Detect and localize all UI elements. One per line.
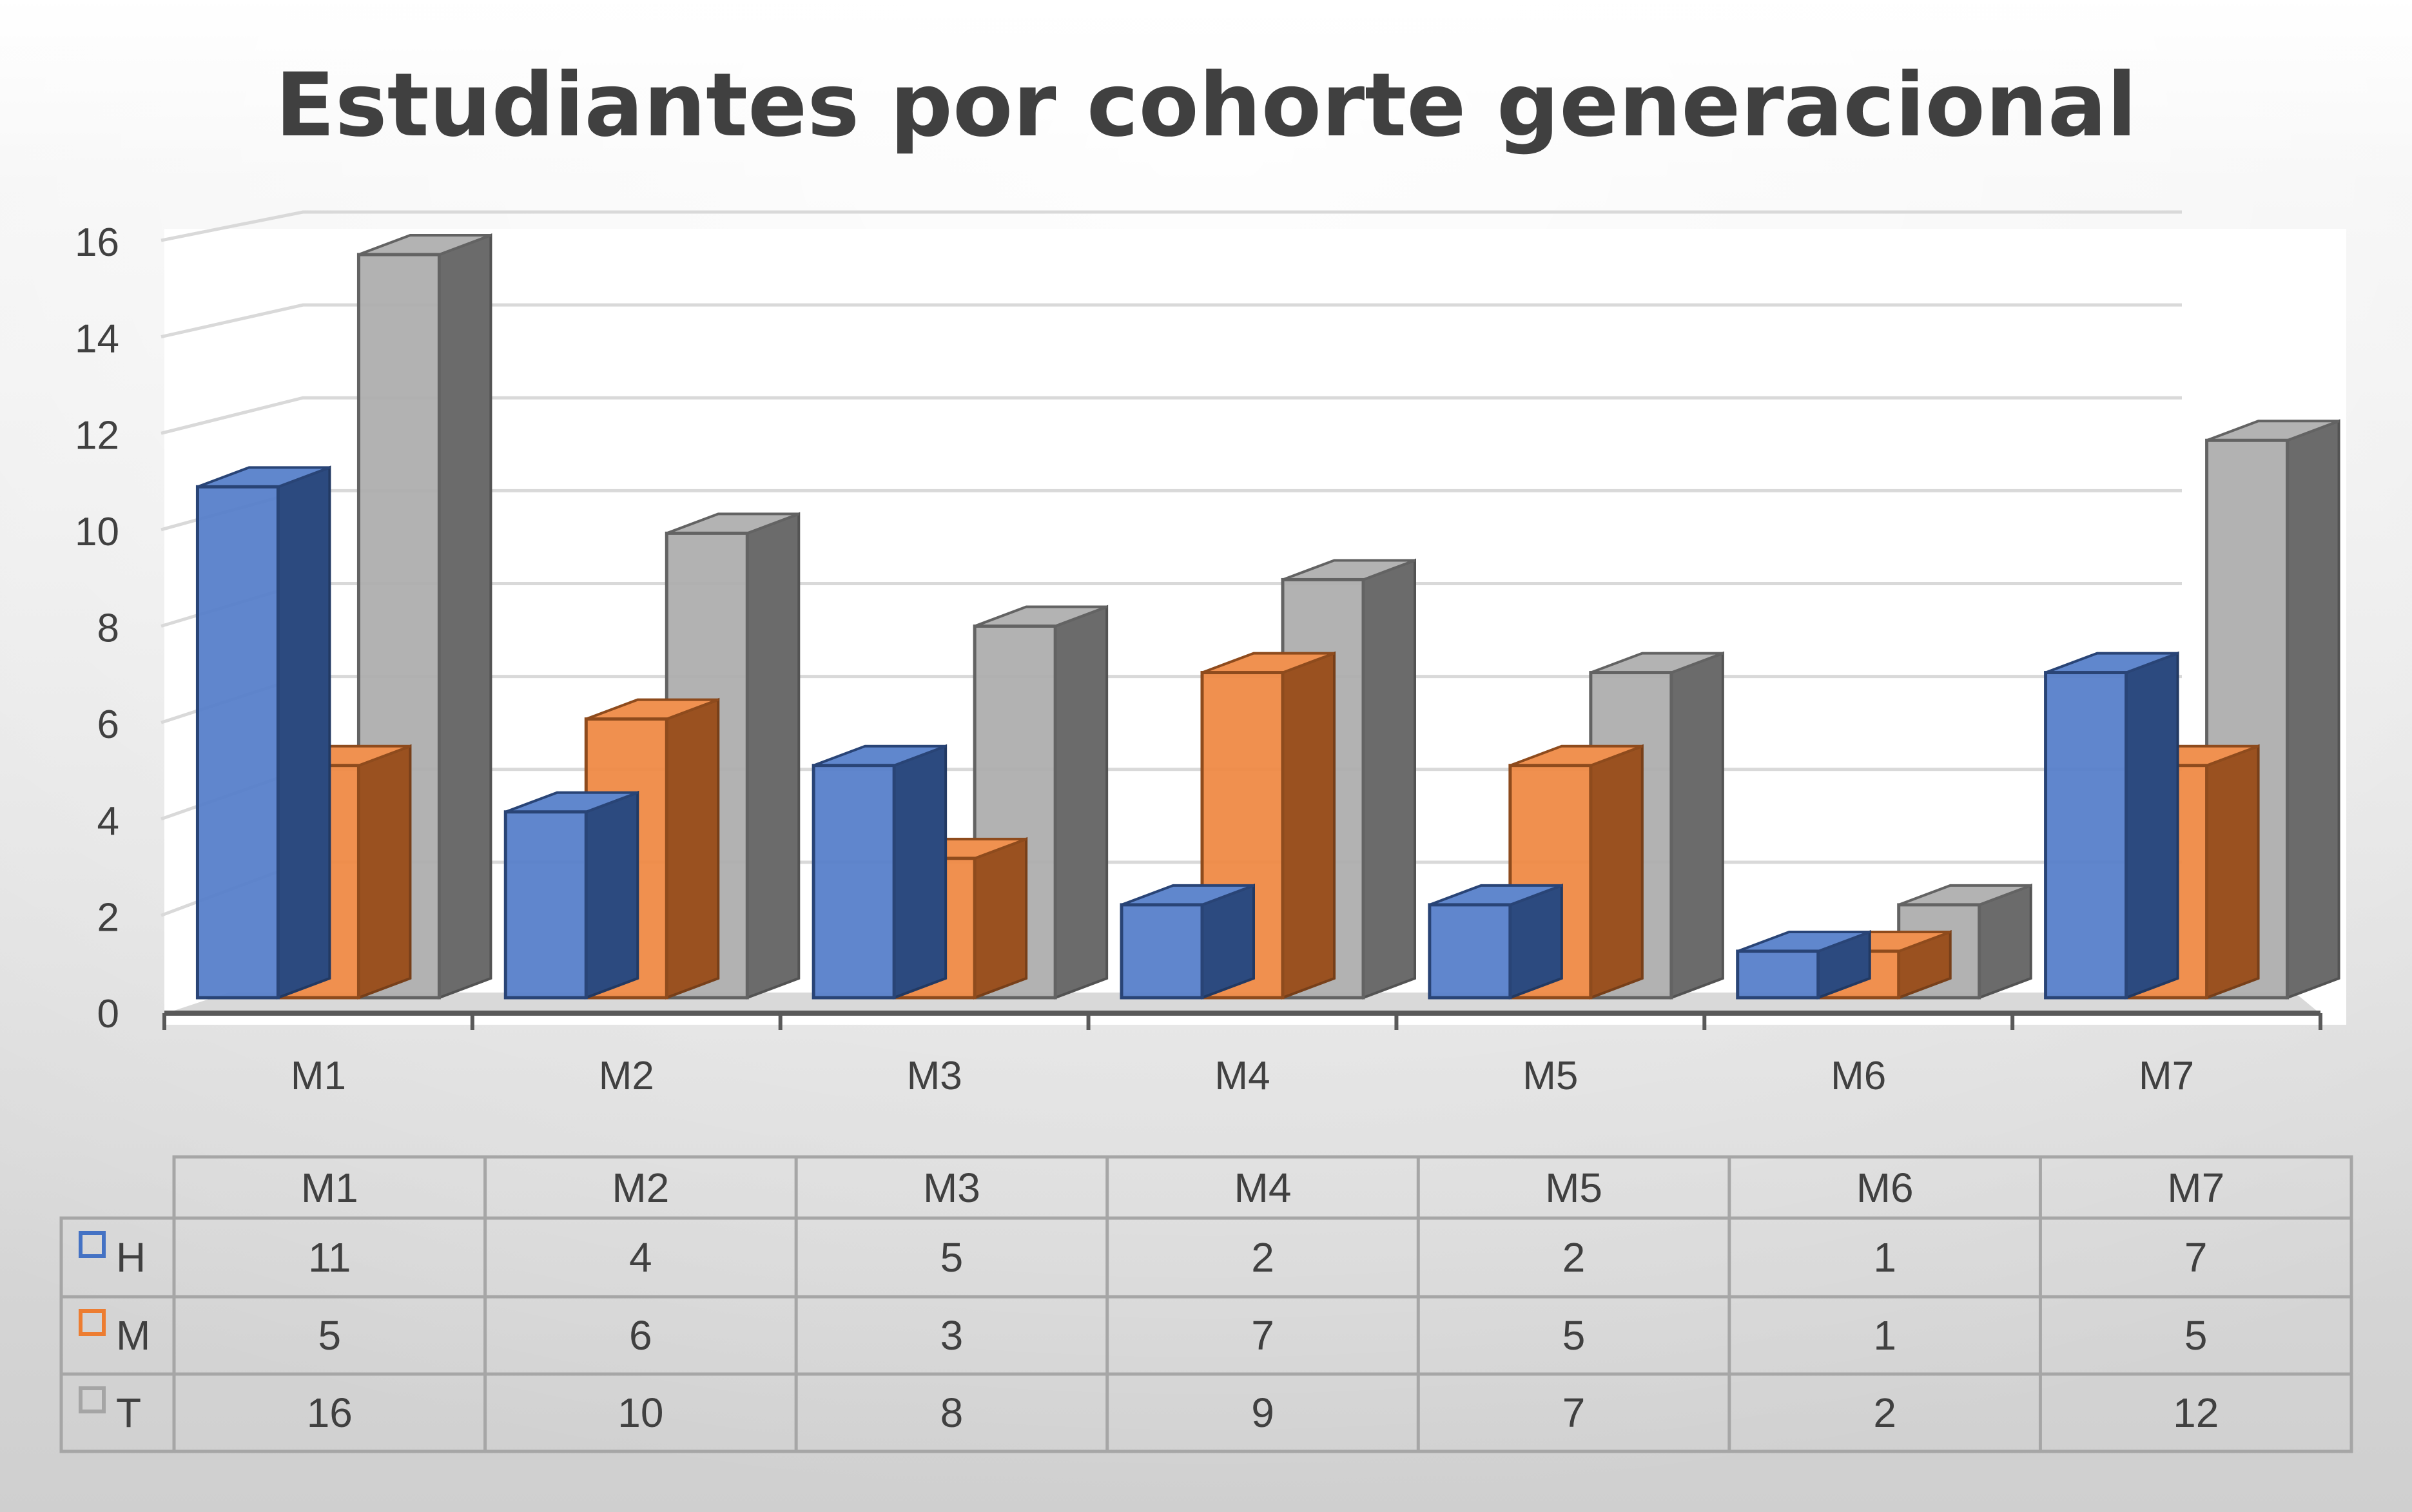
- table-value-cell: 6: [629, 1312, 652, 1359]
- y-tick-label: 4: [97, 799, 119, 844]
- bar-front-face: [1428, 903, 1512, 1000]
- y-tick-label: 12: [75, 413, 119, 458]
- bar-side-face: [665, 697, 720, 1000]
- legend-key-T: [79, 1386, 106, 1413]
- bar-side-face: [277, 465, 331, 1000]
- bar-front-face: [1120, 903, 1204, 1000]
- gridline: [160, 396, 2182, 435]
- bar-side-face: [1281, 651, 1336, 1000]
- table-value-cell: 4: [629, 1234, 652, 1281]
- legend-label-T: T: [116, 1390, 141, 1436]
- table-value-cell: 5: [940, 1234, 964, 1281]
- table-value-cell: 7: [2184, 1234, 2208, 1281]
- y-tick-label: 14: [75, 317, 119, 362]
- y-tick-label: 0: [97, 992, 119, 1036]
- data-table: M1 M2 M3 M4 M5 M6 M7H 11 4 5 2 2 1 7M 5 6 3 7 5 1 5T 16 10 8 9 7 2…: [59, 1155, 2353, 1453]
- table-value-cell: 16: [307, 1390, 353, 1436]
- bar-front-face: [503, 810, 588, 1000]
- chart-title: Estudiantes por cohorte generacional: [275, 55, 2137, 157]
- table-value-cell: 2: [1251, 1234, 1274, 1281]
- y-tick-label: 2: [97, 895, 119, 940]
- x-category-label: M2: [599, 1054, 654, 1098]
- bar-front-face: [1736, 949, 1820, 1000]
- table-header-cell: M6: [1856, 1165, 1914, 1211]
- x-category-label: M7: [2139, 1054, 2194, 1098]
- bar-side-face: [585, 790, 639, 1000]
- bar-side-face: [973, 837, 1028, 1000]
- bar-H-M2: [503, 790, 639, 1000]
- table-header-cell: M5: [1545, 1165, 1602, 1211]
- bar-side-face: [2205, 744, 2260, 1000]
- table-value-cell: 10: [618, 1390, 663, 1436]
- table-value-cell: 3: [940, 1312, 964, 1359]
- y-tick-label: 10: [75, 510, 119, 554]
- plot-layer: 0 2 4 6 8 10 12 14 16 M1 M2 M3 M4 M5 M6 M7: [75, 210, 2346, 1098]
- bar-H-M4: [1120, 883, 1255, 1000]
- x-category-label: M1: [291, 1054, 346, 1098]
- table-value-cell: 9: [1251, 1390, 1274, 1436]
- bar-side-face: [1589, 744, 1644, 1000]
- y-tick-label: 6: [97, 703, 119, 747]
- x-category-label: M5: [1522, 1054, 1578, 1098]
- table-value-cell: 2: [1873, 1390, 1896, 1436]
- table-value-cell: 2: [1562, 1234, 1586, 1281]
- gridline: [160, 210, 2182, 242]
- table-header-cell: M1: [301, 1165, 358, 1211]
- table-value-cell: 7: [1562, 1390, 1586, 1436]
- table-value-cell: 5: [318, 1312, 341, 1359]
- x-category-label: M3: [907, 1054, 962, 1098]
- gridline: [160, 303, 2182, 339]
- bar-side-face: [746, 512, 801, 1000]
- table-value-cell: 12: [2173, 1390, 2219, 1436]
- bar-side-face: [2125, 651, 2179, 1000]
- bar-front-face: [2044, 671, 2128, 1000]
- legend-label-M: M: [116, 1312, 150, 1359]
- table-value-cell: 11: [308, 1234, 351, 1281]
- bar-side-face: [2286, 419, 2340, 1000]
- bar-front-face: [195, 485, 280, 1000]
- table-value-cell: 5: [2184, 1312, 2208, 1359]
- table-value-cell: 1: [1873, 1234, 1896, 1281]
- x-category-label: M6: [1831, 1054, 1886, 1098]
- legend-label-H: H: [116, 1234, 146, 1281]
- legend-key-M: [79, 1309, 106, 1336]
- table-header-cell: M4: [1234, 1165, 1292, 1211]
- table-value-cell: 1: [1873, 1312, 1896, 1359]
- table-value-cell: 7: [1251, 1312, 1274, 1359]
- y-tick-label: 16: [75, 220, 119, 265]
- bar-front-face: [812, 764, 896, 1000]
- legend-key-H: [79, 1231, 106, 1258]
- bar-side-face: [1362, 558, 1416, 1000]
- bar-H-M7: [2044, 651, 2179, 1000]
- bar-side-face: [893, 744, 948, 1000]
- x-category-label: M4: [1214, 1054, 1270, 1098]
- bar-side-face: [357, 744, 412, 1000]
- table-header-cell: M7: [2167, 1165, 2224, 1211]
- bar-H-M3: [812, 744, 948, 1000]
- bar-H-M6: [1736, 930, 1871, 1000]
- y-tick-label: 8: [97, 606, 119, 651]
- bar-side-face: [1054, 605, 1109, 1000]
- bar-side-face: [1669, 651, 1724, 1000]
- bar-side-face: [438, 233, 492, 1000]
- bar-H-M5: [1428, 883, 1563, 1000]
- table-value-cell: 5: [1562, 1312, 1586, 1359]
- table-header-cell: M3: [923, 1165, 980, 1211]
- table-header-cell: M2: [612, 1165, 669, 1211]
- table-value-cell: 8: [940, 1390, 964, 1436]
- bar-H-M1: [195, 465, 331, 1000]
